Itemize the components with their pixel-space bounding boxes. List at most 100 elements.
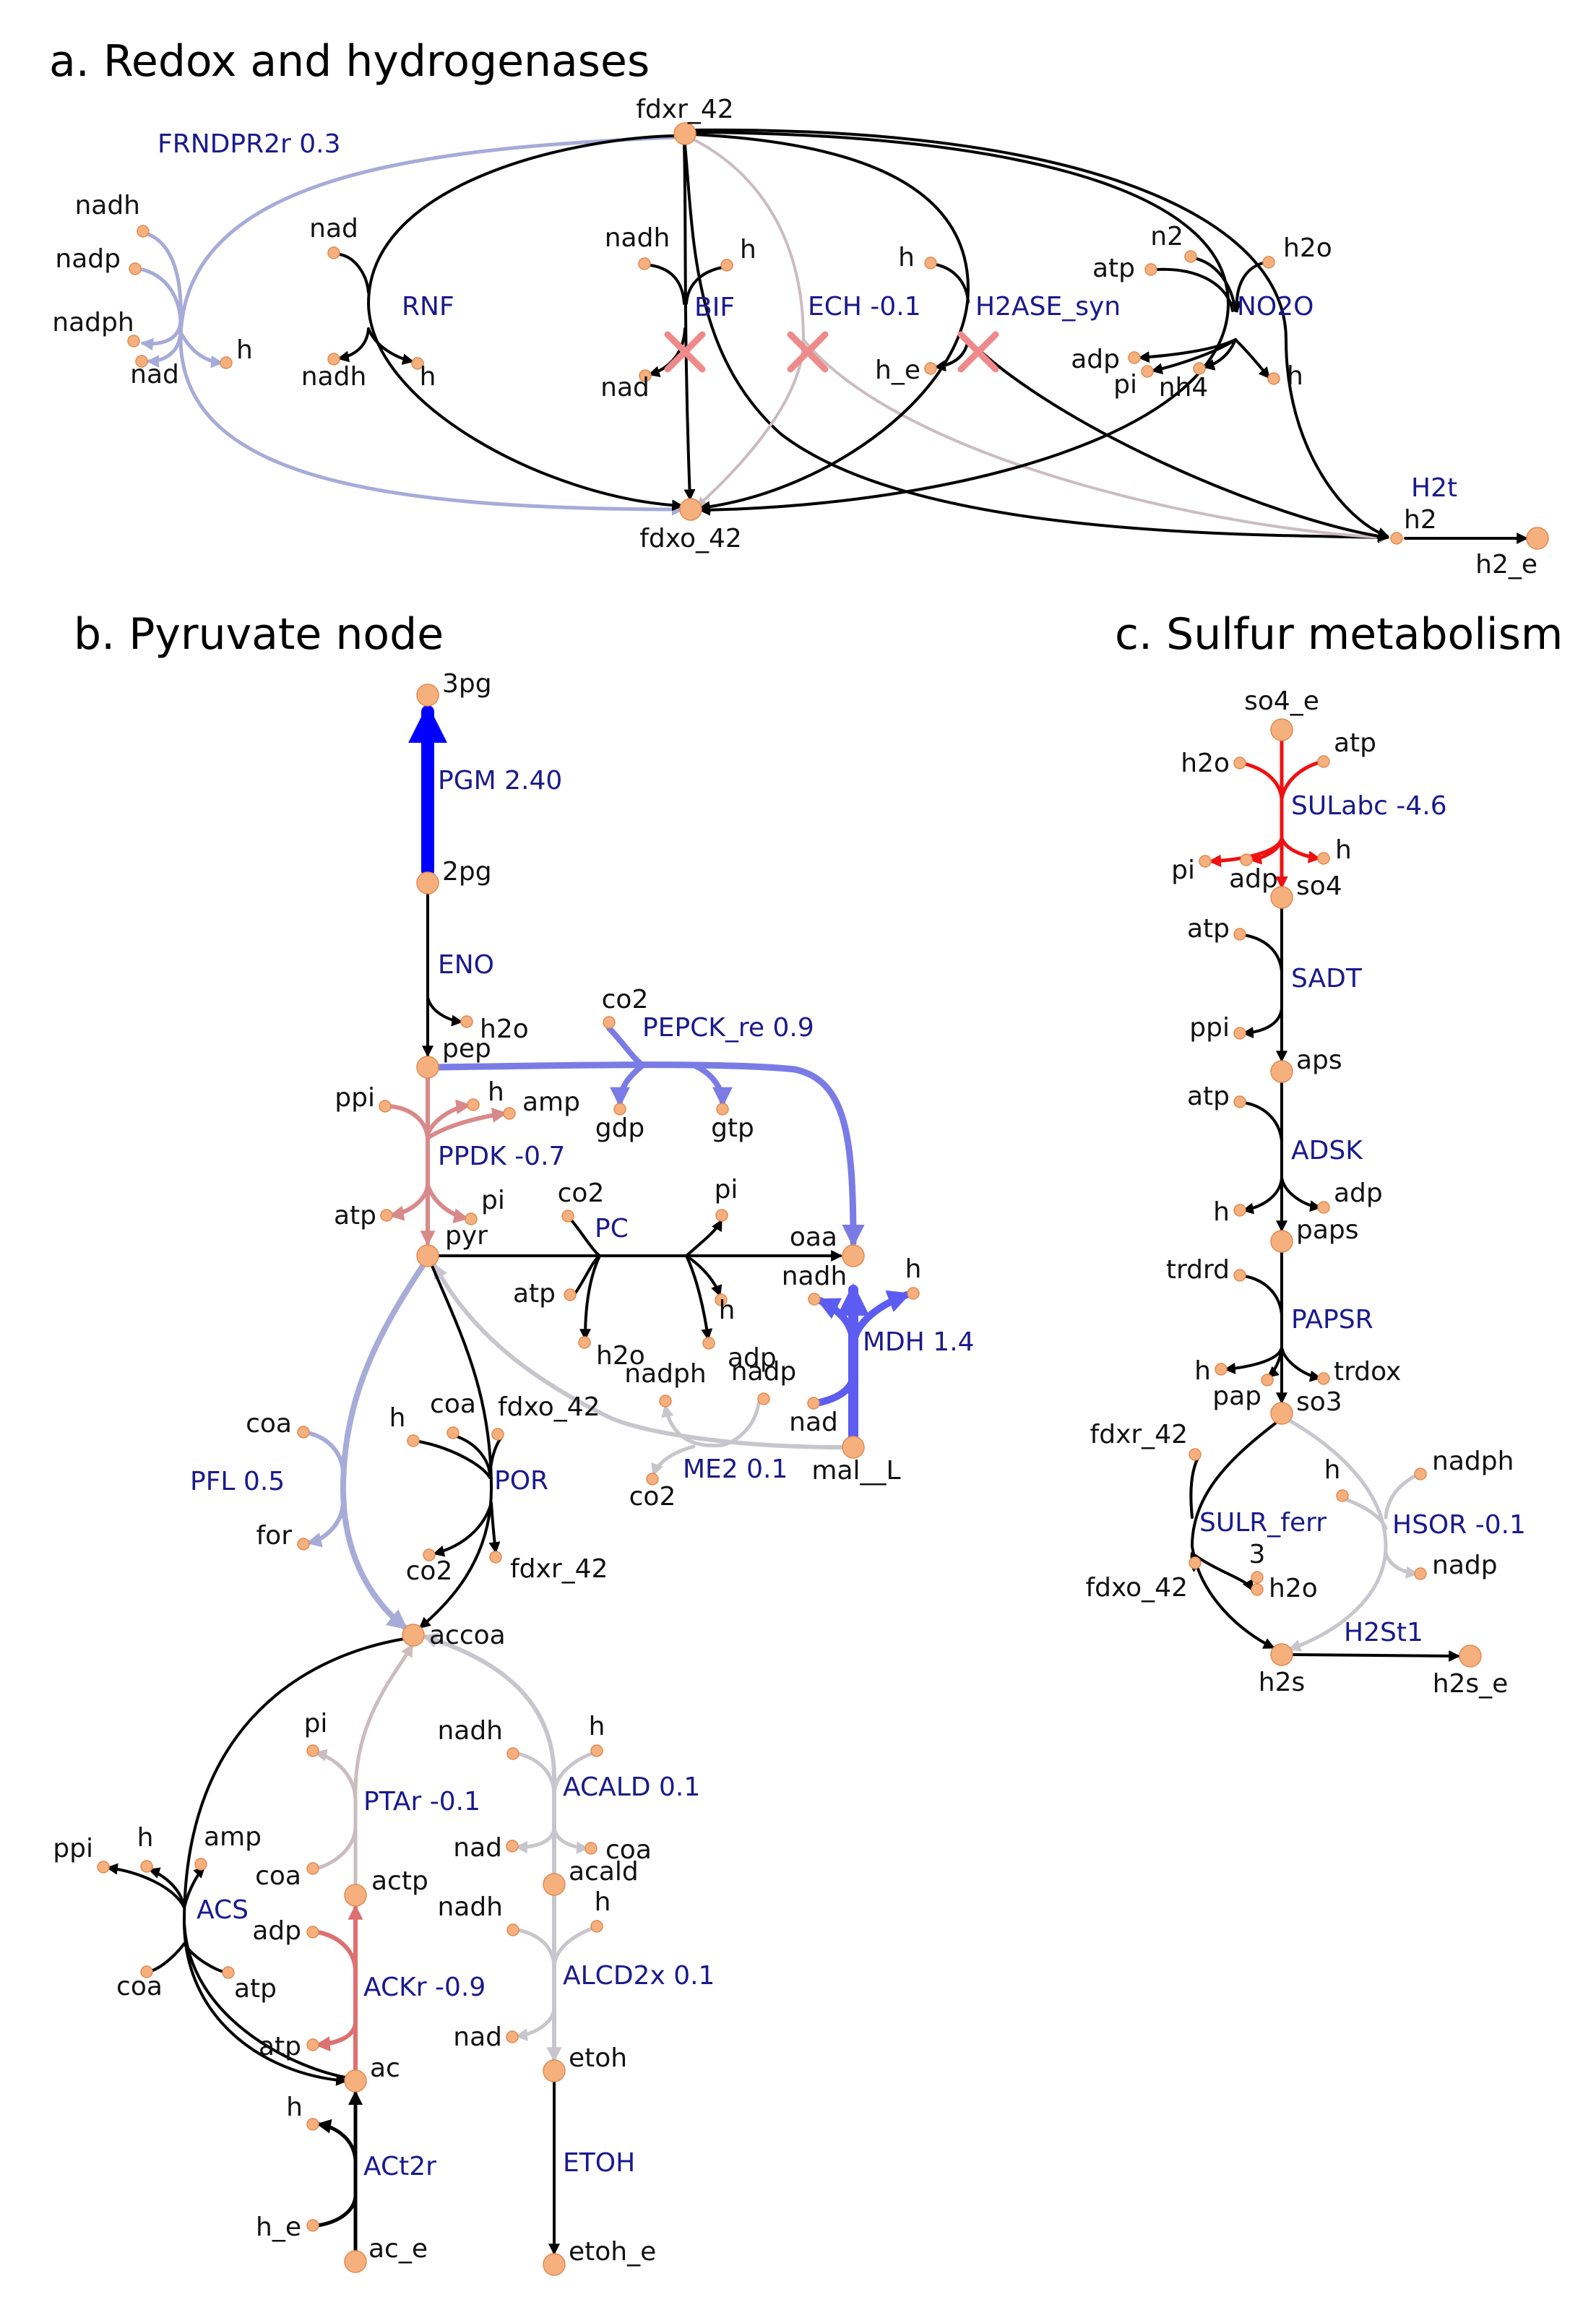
reaction-label-h2ase_syn[interactable]: H2ASE_syn	[975, 292, 1121, 322]
metabolite-node-adp[interactable]	[1317, 1201, 1330, 1214]
metabolite-node-etoh[interactable]	[543, 2059, 566, 2082]
reaction-label-no2o[interactable]: NO2O	[1237, 292, 1314, 322]
reaction-label-sulabc[interactable]: SULabc -4.6	[1291, 791, 1447, 821]
reaction-label-alcd2x[interactable]: ALCD2x 0.1	[563, 1961, 715, 1991]
metabolite-node-h2o[interactable]	[578, 1336, 591, 1349]
metabolite-node-ac-e[interactable]	[344, 2250, 367, 2273]
metabolite-node-atp[interactable]	[380, 1209, 393, 1222]
metabolite-node-adp[interactable]	[1128, 351, 1141, 364]
metabolite-node-trdox[interactable]	[1317, 1372, 1330, 1385]
metabolite-node-so4-e[interactable]	[1270, 718, 1293, 741]
metabolite-node-nadh[interactable]	[327, 353, 340, 366]
metabolite-node-aps[interactable]	[1270, 1060, 1293, 1083]
metabolite-node-nadh[interactable]	[808, 1293, 821, 1306]
metabolite-node-nad[interactable]	[506, 2030, 519, 2043]
reaction-label-acs[interactable]: ACS	[197, 1895, 249, 1925]
reaction-label-pfl[interactable]: PFL 0.5	[190, 1467, 285, 1496]
metabolite-node-gdp[interactable]	[613, 1103, 626, 1116]
reaction-label-sadt[interactable]: SADT	[1291, 964, 1363, 994]
reaction-label-ech[interactable]: ECH -0.1	[808, 292, 921, 322]
metabolite-node-nad[interactable]	[506, 1840, 519, 1853]
metabolite-node-h[interactable]	[1317, 852, 1330, 865]
metabolite-node-coa[interactable]	[297, 1426, 310, 1439]
metabolite-node-nadh[interactable]	[638, 257, 651, 270]
metabolite-node-nad[interactable]	[639, 369, 652, 382]
metabolite-node-ppi[interactable]	[97, 1861, 110, 1874]
metabolite-node-pap[interactable]	[1261, 1374, 1274, 1387]
metabolite-node-atp[interactable]	[1233, 1095, 1246, 1108]
metabolite-node-h2o[interactable]	[1262, 256, 1275, 269]
metabolite-node-adp[interactable]	[1240, 853, 1253, 866]
metabolite-node-co2[interactable]	[646, 1473, 659, 1486]
metabolite-node-h[interactable]	[407, 1434, 420, 1447]
metabolite-node-coa[interactable]	[447, 1426, 460, 1439]
metabolite-node-fdxo-42[interactable]	[491, 1428, 504, 1441]
metabolite-node-h2s-e[interactable]	[1459, 1645, 1482, 1668]
metabolite-node-acald[interactable]	[543, 1873, 566, 1896]
metabolite-node-co2[interactable]	[561, 1210, 574, 1223]
metabolite-node-pi[interactable]	[306, 1744, 319, 1757]
reaction-label-h2t[interactable]: H2t	[1411, 473, 1457, 503]
metabolite-node-nadph[interactable]	[1414, 1468, 1427, 1481]
metabolite-node-fdxo-42[interactable]	[679, 498, 702, 521]
metabolite-node-accoa[interactable]	[402, 1624, 425, 1647]
metabolite-node-h[interactable]	[220, 356, 233, 369]
metabolite-node-adp[interactable]	[306, 1926, 319, 1939]
metabolite-node-nadh[interactable]	[137, 225, 150, 238]
metabolite-node-nadp[interactable]	[757, 1392, 770, 1405]
metabolite-node-pi[interactable]	[465, 1212, 478, 1225]
metabolite-node-h[interactable]	[1336, 1489, 1349, 1502]
metabolite-node-coa[interactable]	[140, 1965, 153, 1978]
metabolite-node-pi[interactable]	[1199, 855, 1212, 868]
metabolite-node-2pg[interactable]	[416, 871, 439, 895]
metabolite-node-atp[interactable]	[306, 2038, 319, 2051]
metabolite-node-h[interactable]	[1215, 1363, 1228, 1376]
reaction-label-por[interactable]: POR	[494, 1466, 548, 1496]
metabolite-node-h[interactable]	[1267, 372, 1280, 385]
reaction-label-ptar[interactable]: PTAr -0.1	[363, 1787, 480, 1816]
metabolite-node-h2-e[interactable]	[1526, 527, 1549, 550]
metabolite-node-h2o[interactable]	[1233, 757, 1246, 770]
metabolite-node-co2[interactable]	[423, 1548, 436, 1561]
reaction-label-act2r[interactable]: ACt2r	[363, 2152, 436, 2181]
metabolite-node-atp[interactable]	[1317, 755, 1330, 768]
reaction-label-adsk[interactable]: ADSK	[1291, 1136, 1363, 1165]
metabolite-node-h[interactable]	[306, 2118, 319, 2131]
metabolite-node-h[interactable]	[1233, 1204, 1246, 1217]
metabolite-node-h2o[interactable]	[1251, 1583, 1264, 1596]
metabolite-node-paps[interactable]	[1270, 1230, 1293, 1253]
reaction-label-sulr_ferr[interactable]: SULR_ferr	[1199, 1508, 1327, 1538]
reaction-label-mdh[interactable]: MDH 1.4	[863, 1327, 975, 1357]
metabolite-node-h[interactable]	[720, 259, 733, 272]
metabolite-node-3pg[interactable]	[416, 684, 439, 707]
metabolite-node-atp[interactable]	[222, 1966, 235, 1979]
reaction-label-me2[interactable]: ME2 0.1	[683, 1454, 788, 1484]
reaction-label-eno[interactable]: ENO	[438, 950, 494, 980]
reaction-label-bif[interactable]: BIF	[694, 293, 735, 322]
reaction-label-frndpr2r[interactable]: FRNDPR2r 0.3	[158, 129, 341, 159]
metabolite-node-nadp[interactable]	[129, 262, 142, 275]
metabolite-node-ac[interactable]	[344, 2069, 367, 2093]
metabolite-node-amp[interactable]	[503, 1107, 516, 1120]
metabolite-node-nadp[interactable]	[1414, 1567, 1427, 1580]
metabolite-node-nad[interactable]	[807, 1397, 820, 1410]
metabolite-node-nh4[interactable]	[1193, 362, 1206, 375]
metabolite-node-atp[interactable]	[1233, 928, 1246, 941]
metabolite-node-nadh[interactable]	[506, 1747, 519, 1760]
metabolite-node-h[interactable]	[140, 1860, 153, 1873]
metabolite-node-pep[interactable]	[416, 1056, 439, 1079]
metabolite-node-ppi[interactable]	[379, 1100, 392, 1113]
metabolite-node-h[interactable]	[467, 1098, 480, 1111]
metabolite-node-so4[interactable]	[1270, 886, 1293, 909]
reaction-label-hsor[interactable]: HSOR -0.1	[1392, 1510, 1526, 1540]
metabolite-node-h-e[interactable]	[306, 2219, 319, 2232]
metabolite-node-h[interactable]	[590, 1920, 603, 1933]
metabolite-node-so3[interactable]	[1270, 1402, 1293, 1425]
metabolite-node-trdrd[interactable]	[1233, 1269, 1246, 1282]
reaction-label-pepck_re[interactable]: PEPCK_re 0.9	[642, 1013, 814, 1043]
reaction-label-ppdk[interactable]: PPDK -0.7	[438, 1142, 565, 1171]
metabolite-node-nadh[interactable]	[506, 1923, 519, 1936]
metabolite-node-ppi[interactable]	[1233, 1027, 1246, 1040]
metabolite-node-nad[interactable]	[327, 246, 340, 259]
metabolite-node-nad[interactable]	[135, 355, 148, 368]
